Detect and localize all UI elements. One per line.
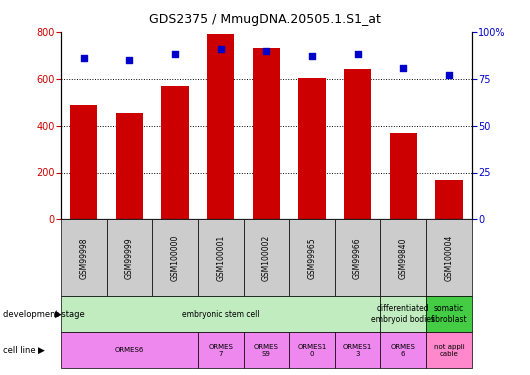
- Text: ▶: ▶: [38, 346, 45, 355]
- Bar: [253, 48, 280, 219]
- Text: GSM99998: GSM99998: [80, 237, 89, 279]
- Point: [399, 64, 408, 70]
- Text: GSM100000: GSM100000: [171, 235, 180, 281]
- Bar: [344, 69, 372, 219]
- Point: [80, 55, 88, 61]
- Point: [262, 48, 270, 54]
- Text: ORMES
S9: ORMES S9: [254, 344, 279, 357]
- Text: development stage: development stage: [3, 310, 84, 319]
- Point: [216, 46, 225, 52]
- Text: GSM99999: GSM99999: [125, 237, 134, 279]
- Text: ORMES
6: ORMES 6: [391, 344, 416, 357]
- Point: [445, 72, 453, 78]
- Text: ORMES6: ORMES6: [114, 347, 144, 353]
- Text: embryonic stem cell: embryonic stem cell: [182, 310, 260, 319]
- Point: [171, 51, 179, 57]
- Text: GSM100004: GSM100004: [444, 235, 453, 281]
- Bar: [116, 113, 143, 219]
- Text: ORMES
7: ORMES 7: [208, 344, 233, 357]
- Point: [354, 51, 362, 57]
- Text: cell line: cell line: [3, 346, 36, 355]
- Text: GSM100002: GSM100002: [262, 235, 271, 281]
- Text: somatic
fibroblast: somatic fibroblast: [430, 304, 467, 324]
- Bar: [390, 133, 417, 219]
- Text: differentiated
embryoid bodies: differentiated embryoid bodies: [371, 304, 435, 324]
- Bar: [298, 78, 325, 219]
- Point: [125, 57, 134, 63]
- Text: GSM99965: GSM99965: [307, 237, 316, 279]
- Text: ▶: ▶: [55, 310, 62, 319]
- Point: [308, 53, 316, 59]
- Text: ORMES1
0: ORMES1 0: [297, 344, 326, 357]
- Text: not appli
cable: not appli cable: [434, 344, 464, 357]
- Bar: [70, 105, 98, 219]
- Text: GDS2375 / MmugDNA.20505.1.S1_at: GDS2375 / MmugDNA.20505.1.S1_at: [149, 13, 381, 26]
- Bar: [207, 34, 234, 219]
- Text: ORMES1
3: ORMES1 3: [343, 344, 372, 357]
- Text: GSM99966: GSM99966: [353, 237, 362, 279]
- Bar: [435, 180, 463, 219]
- Bar: [161, 86, 189, 219]
- Text: GSM99840: GSM99840: [399, 237, 408, 279]
- Text: GSM100001: GSM100001: [216, 235, 225, 281]
